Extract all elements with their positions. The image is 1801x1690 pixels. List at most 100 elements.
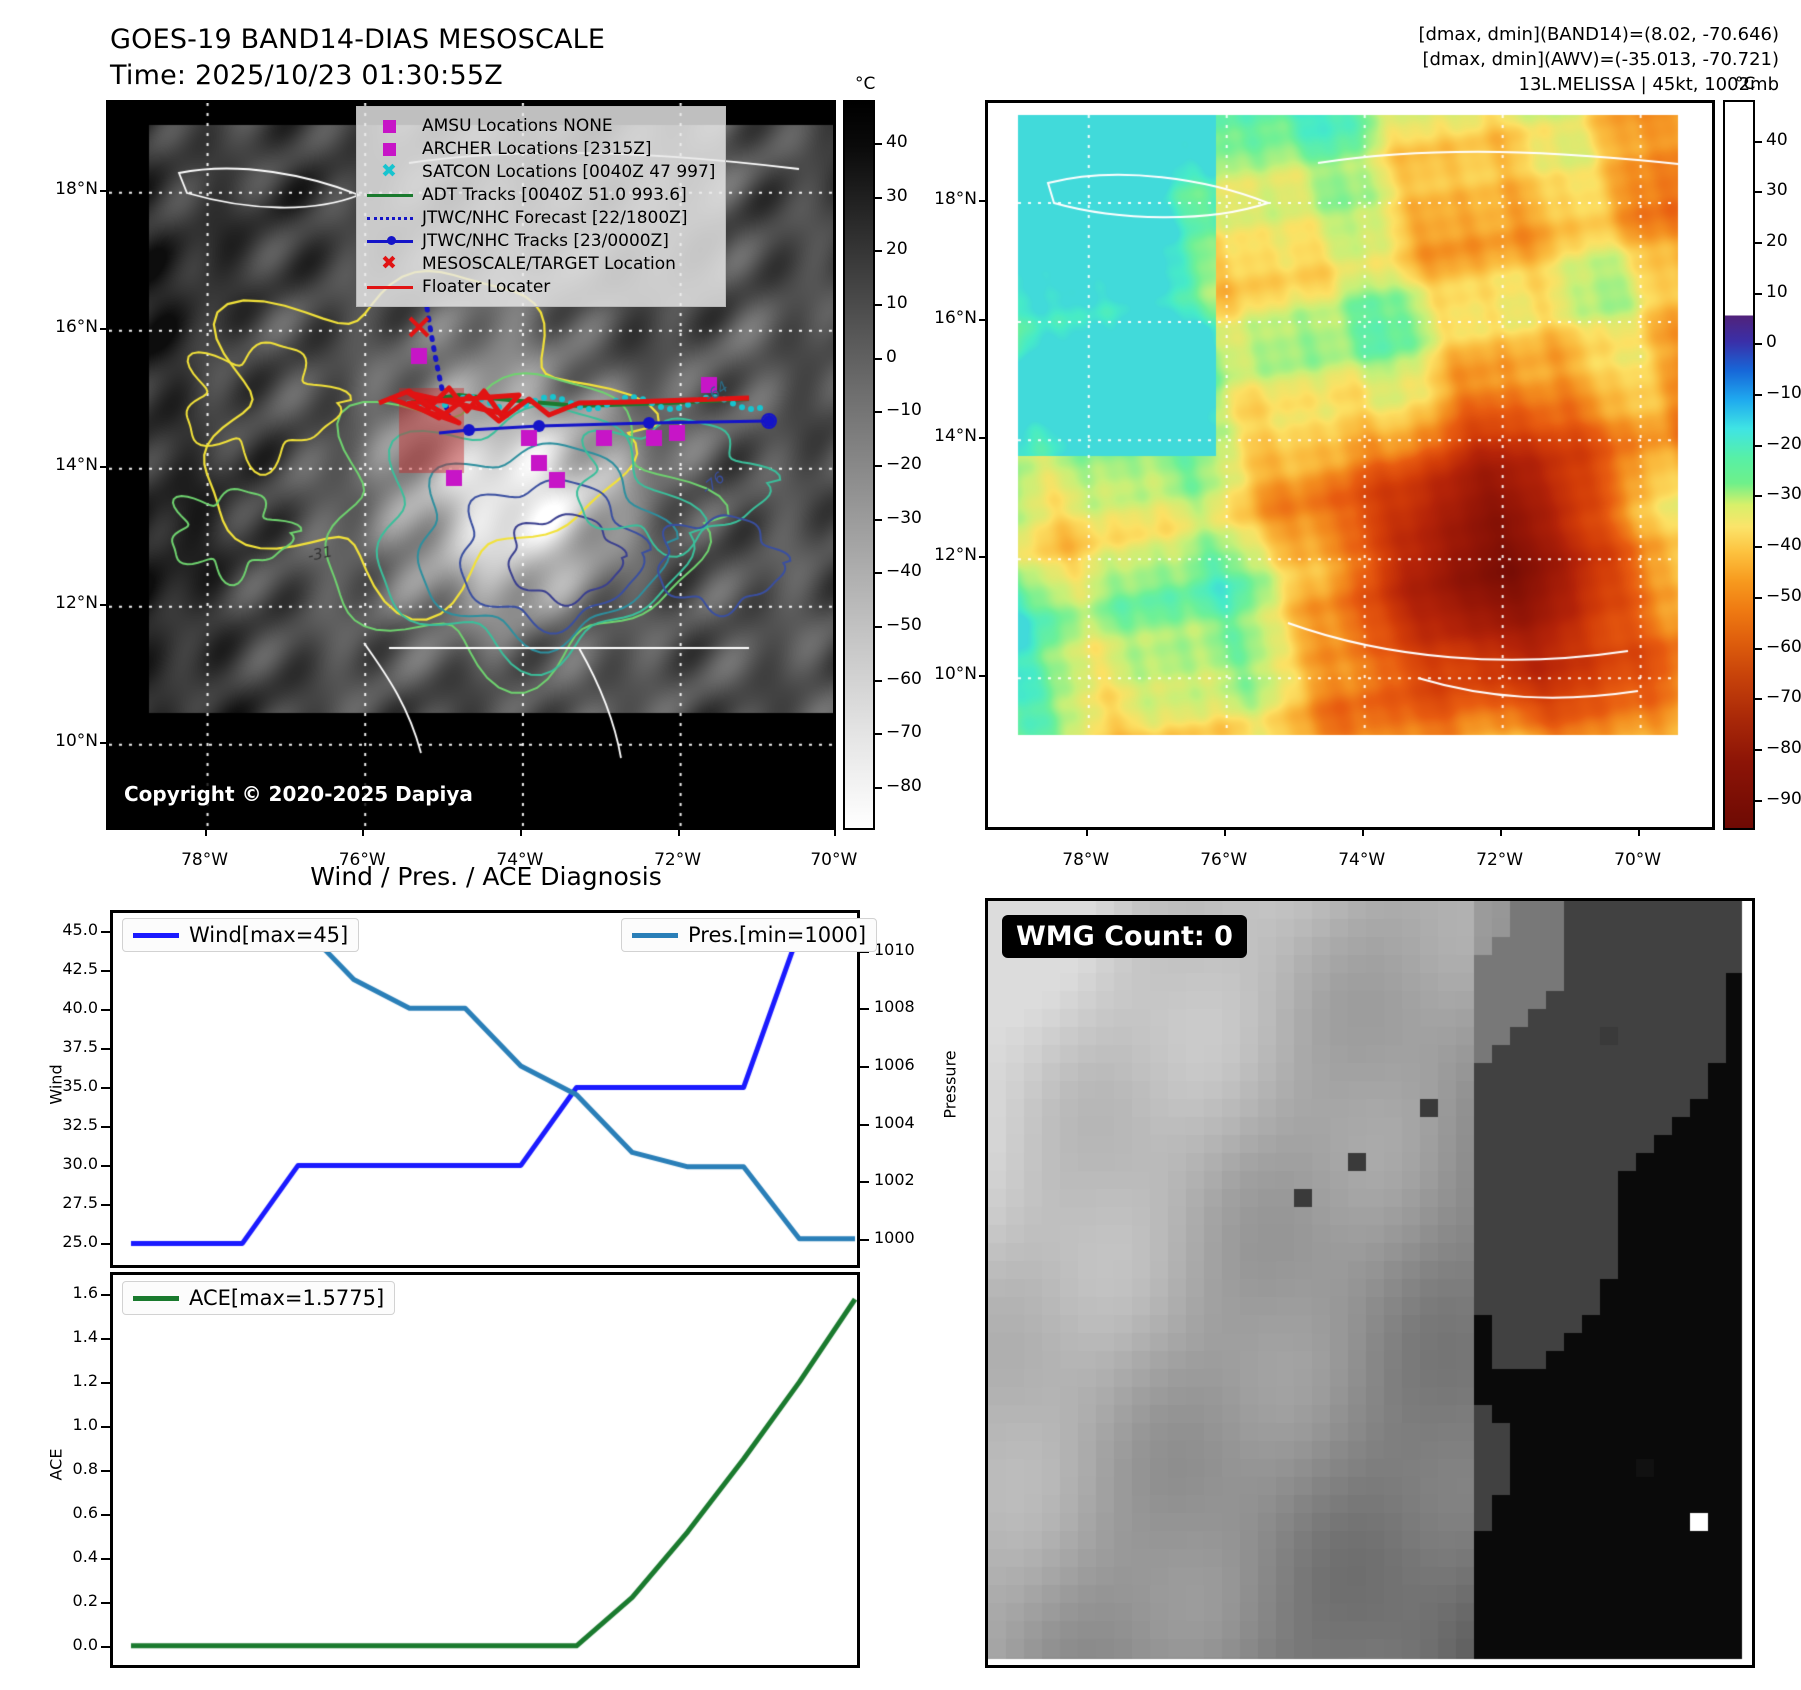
- ace-legend-swatch: [133, 1295, 179, 1301]
- page-title: GOES-19 BAND14-DIAS MESOSCALE Time: 2025…: [110, 22, 605, 94]
- awv-colorbar-tick-1: 30: [1766, 180, 1788, 201]
- square-marker-icon: [367, 141, 413, 157]
- wind-y-tick-1: 42.5: [62, 959, 98, 979]
- ir-colorbar-tickmark-7: [875, 518, 882, 521]
- ir-colorbar-tick-2: 20: [886, 239, 908, 260]
- awv-colorbar-tick-11: −70: [1766, 687, 1801, 708]
- pressure-legend-swatch: [632, 932, 678, 938]
- awv-lon-tick-0: 78°W: [1062, 850, 1110, 870]
- ace-y-tick-4: 0.8: [72, 1459, 98, 1478]
- awv-colorbar-tickmark-8: [1755, 546, 1762, 549]
- wind-y-tickmark-6: [101, 1165, 110, 1168]
- ace-y-tick-6: 0.4: [72, 1546, 98, 1566]
- square-icon: [383, 142, 396, 156]
- awv-lat-tick-2: 14°N: [934, 426, 977, 447]
- ir-colorbar-tick-1: 30: [886, 185, 908, 206]
- awv-colorbar-tickmark-13: [1755, 799, 1762, 802]
- awv-colorbar-tick-12: −80: [1766, 737, 1801, 758]
- awv-colorbar-tickmark-4: [1755, 343, 1762, 346]
- target-cross-icon: ✖: [367, 251, 413, 274]
- awv-colorbar-tickmark-11: [1755, 698, 1762, 701]
- line-icon: [367, 233, 413, 249]
- wind-y-tickmark-1: [101, 970, 110, 973]
- ir-colorbar-tickmark-4: [875, 357, 882, 360]
- ace-legend: ACE[max=1.5775]: [122, 1281, 396, 1315]
- x-icon: ✖: [381, 251, 397, 274]
- ir-lon-tick-4: 70°W: [810, 850, 858, 870]
- ir-colorbar-tickmark-5: [875, 411, 882, 414]
- wind-y-tickmark-2: [101, 1009, 110, 1012]
- dotted-line: [367, 216, 413, 220]
- ir-lon-tickmark-0: [204, 830, 207, 836]
- ir-lon-tick-0: 78°W: [181, 850, 229, 870]
- ace-chart[interactable]: [110, 1272, 860, 1668]
- copyright-notice: Copyright © 2020-2025 Dapiya: [115, 779, 482, 809]
- awv-lat-tickmark-4: [979, 675, 985, 678]
- ir-colorbar: [843, 100, 875, 830]
- awv-lon-tick-3: 72°W: [1476, 850, 1524, 870]
- legend-item-3: ADT Tracks [0040Z 51.0 993.6]: [367, 183, 715, 206]
- ir-lat-tick-1: 16°N: [55, 316, 98, 337]
- line: [367, 285, 413, 289]
- ace-y-tickmark-2: [101, 1382, 110, 1385]
- legend-item-7: Floater Locater: [367, 275, 715, 298]
- awv-colorbar-tick-9: −50: [1766, 585, 1801, 606]
- ir-colorbar-tick-11: −70: [886, 722, 922, 743]
- awv-colorbar-tick-0: 40: [1766, 129, 1788, 150]
- dotted-line-icon: [367, 210, 413, 226]
- ir-colorbar-tickmark-3: [875, 303, 882, 306]
- ir-lat-tick-0: 18°N: [55, 178, 98, 199]
- ir-lon-tick-2: 74°W: [496, 850, 544, 870]
- ir-lat-tickmark-1: [100, 327, 106, 330]
- ir-lon-tick-1: 76°W: [338, 850, 386, 870]
- legend-item-label: ARCHER Locations [2315Z]: [422, 138, 652, 159]
- wind-y-tick-2: 40.0: [62, 998, 98, 1018]
- ir-colorbar-tickmark-1: [875, 196, 882, 199]
- ace-y-tick-5: 0.6: [72, 1502, 98, 1522]
- awv-satellite-map[interactable]: [985, 100, 1715, 830]
- ace-y-tickmark-7: [101, 1601, 110, 1604]
- ace-y-tickmark-5: [101, 1513, 110, 1516]
- ir-lat-tick-4: 10°N: [55, 730, 98, 751]
- awv-colorbar-tick-10: −60: [1766, 636, 1801, 657]
- ir-colorbar-tick-8: −40: [886, 561, 922, 582]
- awv-lon-tickmark-3: [1499, 830, 1502, 836]
- ir-satellite-map[interactable]: AMSU Locations NONE ARCHER Locations [231…: [106, 100, 836, 830]
- ace-y-tickmark-4: [101, 1470, 110, 1472]
- ace-axis-label: ACE: [46, 1448, 66, 1481]
- ace-y-tickmark-0: [101, 1294, 110, 1297]
- ir-colorbar-tick-9: −50: [886, 615, 922, 636]
- wind-y-tick-8: 25.0: [62, 1232, 98, 1252]
- cross-marker-icon: ✖: [367, 161, 413, 181]
- wind-axis-label: Wind: [46, 1064, 66, 1105]
- ir-colorbar-tick-12: −80: [886, 776, 922, 797]
- legend-item-5: JTWC/NHC Tracks [23/0000Z]: [367, 229, 715, 252]
- awv-colorbar-tick-4: 0: [1766, 332, 1777, 353]
- wmg-panel[interactable]: WMG Count: 0: [985, 898, 1755, 1668]
- ir-lon-tick-3: 72°W: [654, 850, 702, 870]
- square-icon: [383, 119, 396, 133]
- ace-y-tick-8: 0.0: [72, 1634, 98, 1654]
- wind-y-tick-6: 30.0: [62, 1154, 98, 1174]
- ir-lat-tickmark-0: [100, 189, 106, 192]
- ace-y-tick-1: 1.4: [72, 1327, 98, 1347]
- pres-y-tick-4: 1002: [874, 1170, 915, 1190]
- awv-lat-tick-4: 10°N: [934, 664, 977, 685]
- ace-y-tick-2: 1.2: [72, 1371, 98, 1391]
- legend-item-0: AMSU Locations NONE: [367, 114, 715, 137]
- wind-y-tickmark-0: [101, 931, 110, 934]
- awv-colorbar-tick-7: −30: [1766, 484, 1801, 505]
- pressure-legend: Pres.[min=1000]: [621, 918, 878, 952]
- ir-colorbar-tickmark-0: [875, 142, 882, 145]
- pressure-legend-label: Pres.[min=1000]: [688, 923, 867, 947]
- wind-y-tickmark-3: [101, 1048, 110, 1051]
- awv-colorbar-tickmark-1: [1755, 191, 1762, 194]
- line-icon: [367, 279, 413, 295]
- pres-y-tickmark-1: [860, 1008, 869, 1011]
- ir-lon-tickmark-3: [677, 830, 680, 836]
- wind-y-tick-7: 27.5: [62, 1193, 98, 1213]
- wind-pressure-chart[interactable]: [110, 910, 860, 1268]
- legend-item-6: ✖ MESOSCALE/TARGET Location: [367, 252, 715, 275]
- awv-lat-tickmark-1: [979, 319, 985, 321]
- ace-y-tickmark-8: [101, 1645, 110, 1648]
